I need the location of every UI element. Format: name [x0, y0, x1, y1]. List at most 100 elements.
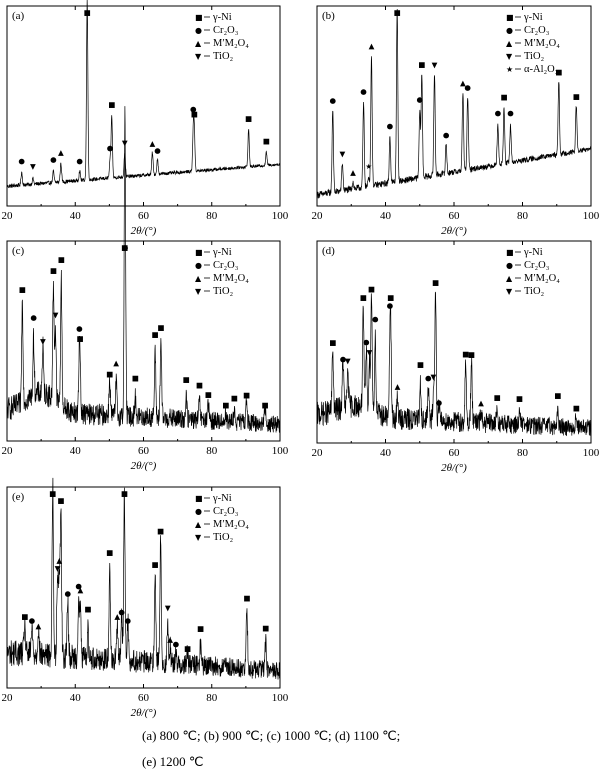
panel-label: (c)	[12, 245, 25, 257]
peak-marker-cr2o3: ●	[464, 83, 471, 92]
peak-marker-gamma_ni: ■	[462, 350, 469, 359]
peak-marker-gamma_ni: ■	[243, 593, 250, 602]
peak-marker-gamma_ni: ■	[50, 266, 57, 275]
peak-marker-gamma_ni: ■	[573, 92, 580, 101]
peak-marker-cr2o3: ●	[363, 337, 370, 346]
peak-marker-gamma_ni: ■	[108, 100, 115, 109]
x-tick-label: 80	[206, 210, 218, 222]
peak-marker-cr2o3: ●	[360, 87, 367, 96]
legend-symbol-gamma_ni: ■	[195, 494, 203, 503]
peak-marker-gamma_ni: ■	[157, 526, 164, 535]
peak-marker-gamma_ni: ■	[84, 8, 91, 17]
peak-marker-gamma_ni: ■	[57, 496, 64, 505]
legend: ■ γ-Ni ● Cr₂O₃ ▲ M′M₂O₄ ▼ TiO₂	[195, 247, 249, 297]
peak-marker-al2o3: ★	[365, 162, 372, 171]
peak-marker-gamma_ni: ■	[58, 255, 65, 264]
xrd-pattern-line	[6, 477, 281, 680]
peak-marker-gamma_ni: ■	[394, 8, 401, 17]
x-tick-label: 100	[583, 210, 600, 222]
x-tick-label: 100	[583, 447, 600, 459]
legend-label-gamma_ni: γ-Ni	[523, 12, 543, 23]
peak-marker-gamma_ni: ■	[152, 330, 159, 339]
legend-label-cr2o3: Cr₂O₃	[213, 506, 239, 517]
legend-symbol-cr2o3: ●	[506, 26, 513, 35]
legend-symbol-spinel: ▲	[506, 274, 513, 283]
peak-marker-tio2: ▼	[345, 356, 351, 365]
x-tick-label: 80	[517, 210, 529, 222]
legend-symbol-tio2: ▼	[506, 52, 513, 61]
peak-marker-cr2o3: ●	[75, 581, 82, 590]
peak-marker-gamma_ni: ■	[554, 391, 561, 400]
peak-marker-tio2: ▼	[30, 162, 36, 171]
peak-marker-cr2o3: ●	[340, 354, 347, 363]
peak-marker-gamma_ni: ■	[516, 394, 523, 403]
peak-marker-cr2o3: ●	[29, 616, 36, 625]
peak-marker-spinel: ▲	[114, 612, 120, 621]
legend-symbol-spinel: ▲	[195, 274, 202, 283]
peak-marker-gamma_ni: ■	[262, 624, 269, 633]
legend-label-tio2: TiO₂	[213, 286, 234, 297]
peak-marker-cr2o3: ●	[416, 95, 423, 104]
peak-marker-gamma_ni: ■	[84, 604, 91, 613]
xrd-panel-3: ■●▼■●▼■●●■▲■●▼■●■■▲■ ■ ■■20 40 60 80 1002θ/(°)…	[312, 240, 600, 474]
x-tick-label: 60	[138, 210, 150, 222]
legend-symbol-al2o3: ★	[506, 65, 513, 74]
legend-symbol-spinel: ▲	[506, 39, 513, 48]
peak-marker-gamma_ni: ■	[329, 338, 336, 347]
x-tick-label: 80	[206, 445, 218, 457]
peak-marker-spinel: ▲	[36, 621, 42, 630]
x-tick-label: 100	[272, 445, 289, 457]
x-tick-label: 20	[312, 447, 324, 459]
peak-marker-cr2o3: ●	[436, 398, 443, 407]
peak-marker-spinel: ▲	[58, 148, 64, 157]
xrd-pattern-line	[316, 291, 592, 437]
peak-marker-gamma_ni: ■	[432, 278, 439, 287]
plot-frame	[6, 5, 281, 207]
legend-symbol-gamma_ni: ■	[506, 248, 514, 257]
peak-marker-cr2o3: ●	[190, 104, 197, 113]
peak-marker-cr2o3: ●	[76, 156, 83, 165]
x-tick-label: 20	[2, 210, 14, 222]
xrd-pattern-line	[6, 106, 281, 433]
peak-marker-gamma_ni: ■	[197, 624, 204, 633]
x-tick-label: 40	[380, 447, 392, 459]
peak-marker-spinel: ▲	[350, 168, 356, 177]
peak-marker-spinel: ▲	[113, 359, 119, 368]
legend-symbol-tio2: ▼	[506, 287, 513, 296]
x-tick-label: 60	[449, 447, 461, 459]
x-tick-label: 40	[70, 692, 82, 704]
peak-marker-spinel: ▲	[167, 635, 173, 644]
legend-symbol-cr2o3: ●	[506, 261, 513, 270]
peak-marker-cr2o3: ●	[107, 143, 114, 152]
x-tick-label: 80	[206, 692, 218, 704]
peak-marker-gamma_ni: ■	[360, 293, 367, 302]
plot-frame	[316, 5, 592, 207]
legend-label-gamma_ni: γ-Ni	[212, 493, 232, 504]
x-tick-label: 100	[272, 210, 289, 222]
legend-label-gamma_ni: γ-Ni	[212, 12, 232, 23]
xrd-pattern-line	[6, 0, 281, 189]
peak-marker-gamma_ni: ■	[231, 393, 238, 402]
panel-label: (d)	[322, 245, 335, 257]
xrd-pattern-line	[316, 9, 592, 199]
legend-symbol-tio2: ▼	[195, 533, 202, 542]
legend-symbol-tio2: ▼	[195, 287, 202, 296]
peak-marker-cr2o3: ●	[30, 313, 37, 322]
x-axis-label: 2θ/(°)	[131, 225, 157, 237]
peak-marker-gamma_ni: ■	[76, 334, 83, 343]
x-tick-label: 20	[2, 692, 14, 704]
peak-marker-gamma_ni: ■	[191, 109, 198, 118]
peak-marker-cr2o3: ●	[387, 301, 394, 310]
peak-marker-spinel: ▲	[478, 399, 484, 408]
peak-marker-cr2o3: ●	[18, 157, 25, 166]
legend-label-spinel: M′M₂O₄	[213, 273, 249, 284]
legend-label-spinel: M′M₂O₄	[524, 38, 560, 49]
peak-marker-gamma_ni: ■	[152, 560, 159, 569]
x-axis-label: 2θ/(°)	[441, 225, 467, 237]
peak-marker-tio2: ▼	[55, 564, 61, 573]
peak-marker-cr2o3: ●	[122, 243, 129, 252]
peak-marker-cr2o3: ●	[76, 324, 83, 333]
panel-label: (b)	[322, 10, 335, 22]
legend-label-tio2: TiO₂	[524, 51, 545, 62]
